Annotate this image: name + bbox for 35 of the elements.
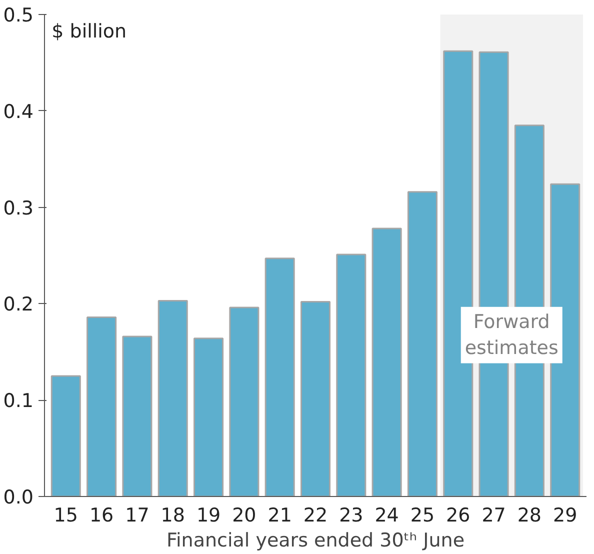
x-tick-label: 22 (303, 504, 328, 526)
bar (194, 338, 224, 496)
bar (50, 375, 81, 496)
y-tick-label: 0.3 (3, 197, 34, 220)
bar (264, 258, 295, 496)
y-tick-label: 0.0 (3, 486, 34, 508)
x-tick-label: 17 (125, 504, 150, 526)
bar (336, 254, 366, 496)
y-tick-label: 0.1 (3, 390, 34, 412)
x-tick-label: 28 (517, 504, 542, 526)
x-tick-label: 29 (553, 504, 578, 526)
x-tick-label: 24 (374, 504, 399, 526)
y-axis-title: $ billion (52, 20, 127, 42)
x-tick-label: 20 (232, 504, 256, 526)
x-axis-title: Financial years ended 30ᵗʰ June (166, 530, 465, 552)
x-tick-label: 18 (160, 504, 185, 526)
bar (158, 300, 188, 496)
y-tick-label: 0.4 (3, 100, 34, 123)
x-tick-label: 19 (196, 504, 221, 526)
x-tick-label: 23 (339, 504, 364, 526)
band-label: Forward estimates (464, 310, 558, 360)
y-tick-label: 0.5 (3, 4, 34, 26)
bar (122, 336, 152, 496)
bar (300, 301, 331, 496)
x-tick-label: 25 (410, 504, 435, 526)
x-tick-label: 16 (89, 504, 114, 526)
x-tick-label: 15 (54, 504, 78, 526)
bar (372, 228, 402, 496)
bar (86, 316, 117, 496)
x-tick-label: 27 (482, 504, 506, 526)
bar (407, 191, 438, 496)
x-tick-label: 21 (268, 504, 292, 526)
y-tick-label: 0.2 (3, 294, 34, 316)
bar (229, 306, 260, 496)
x-tick-label: 26 (446, 504, 470, 526)
